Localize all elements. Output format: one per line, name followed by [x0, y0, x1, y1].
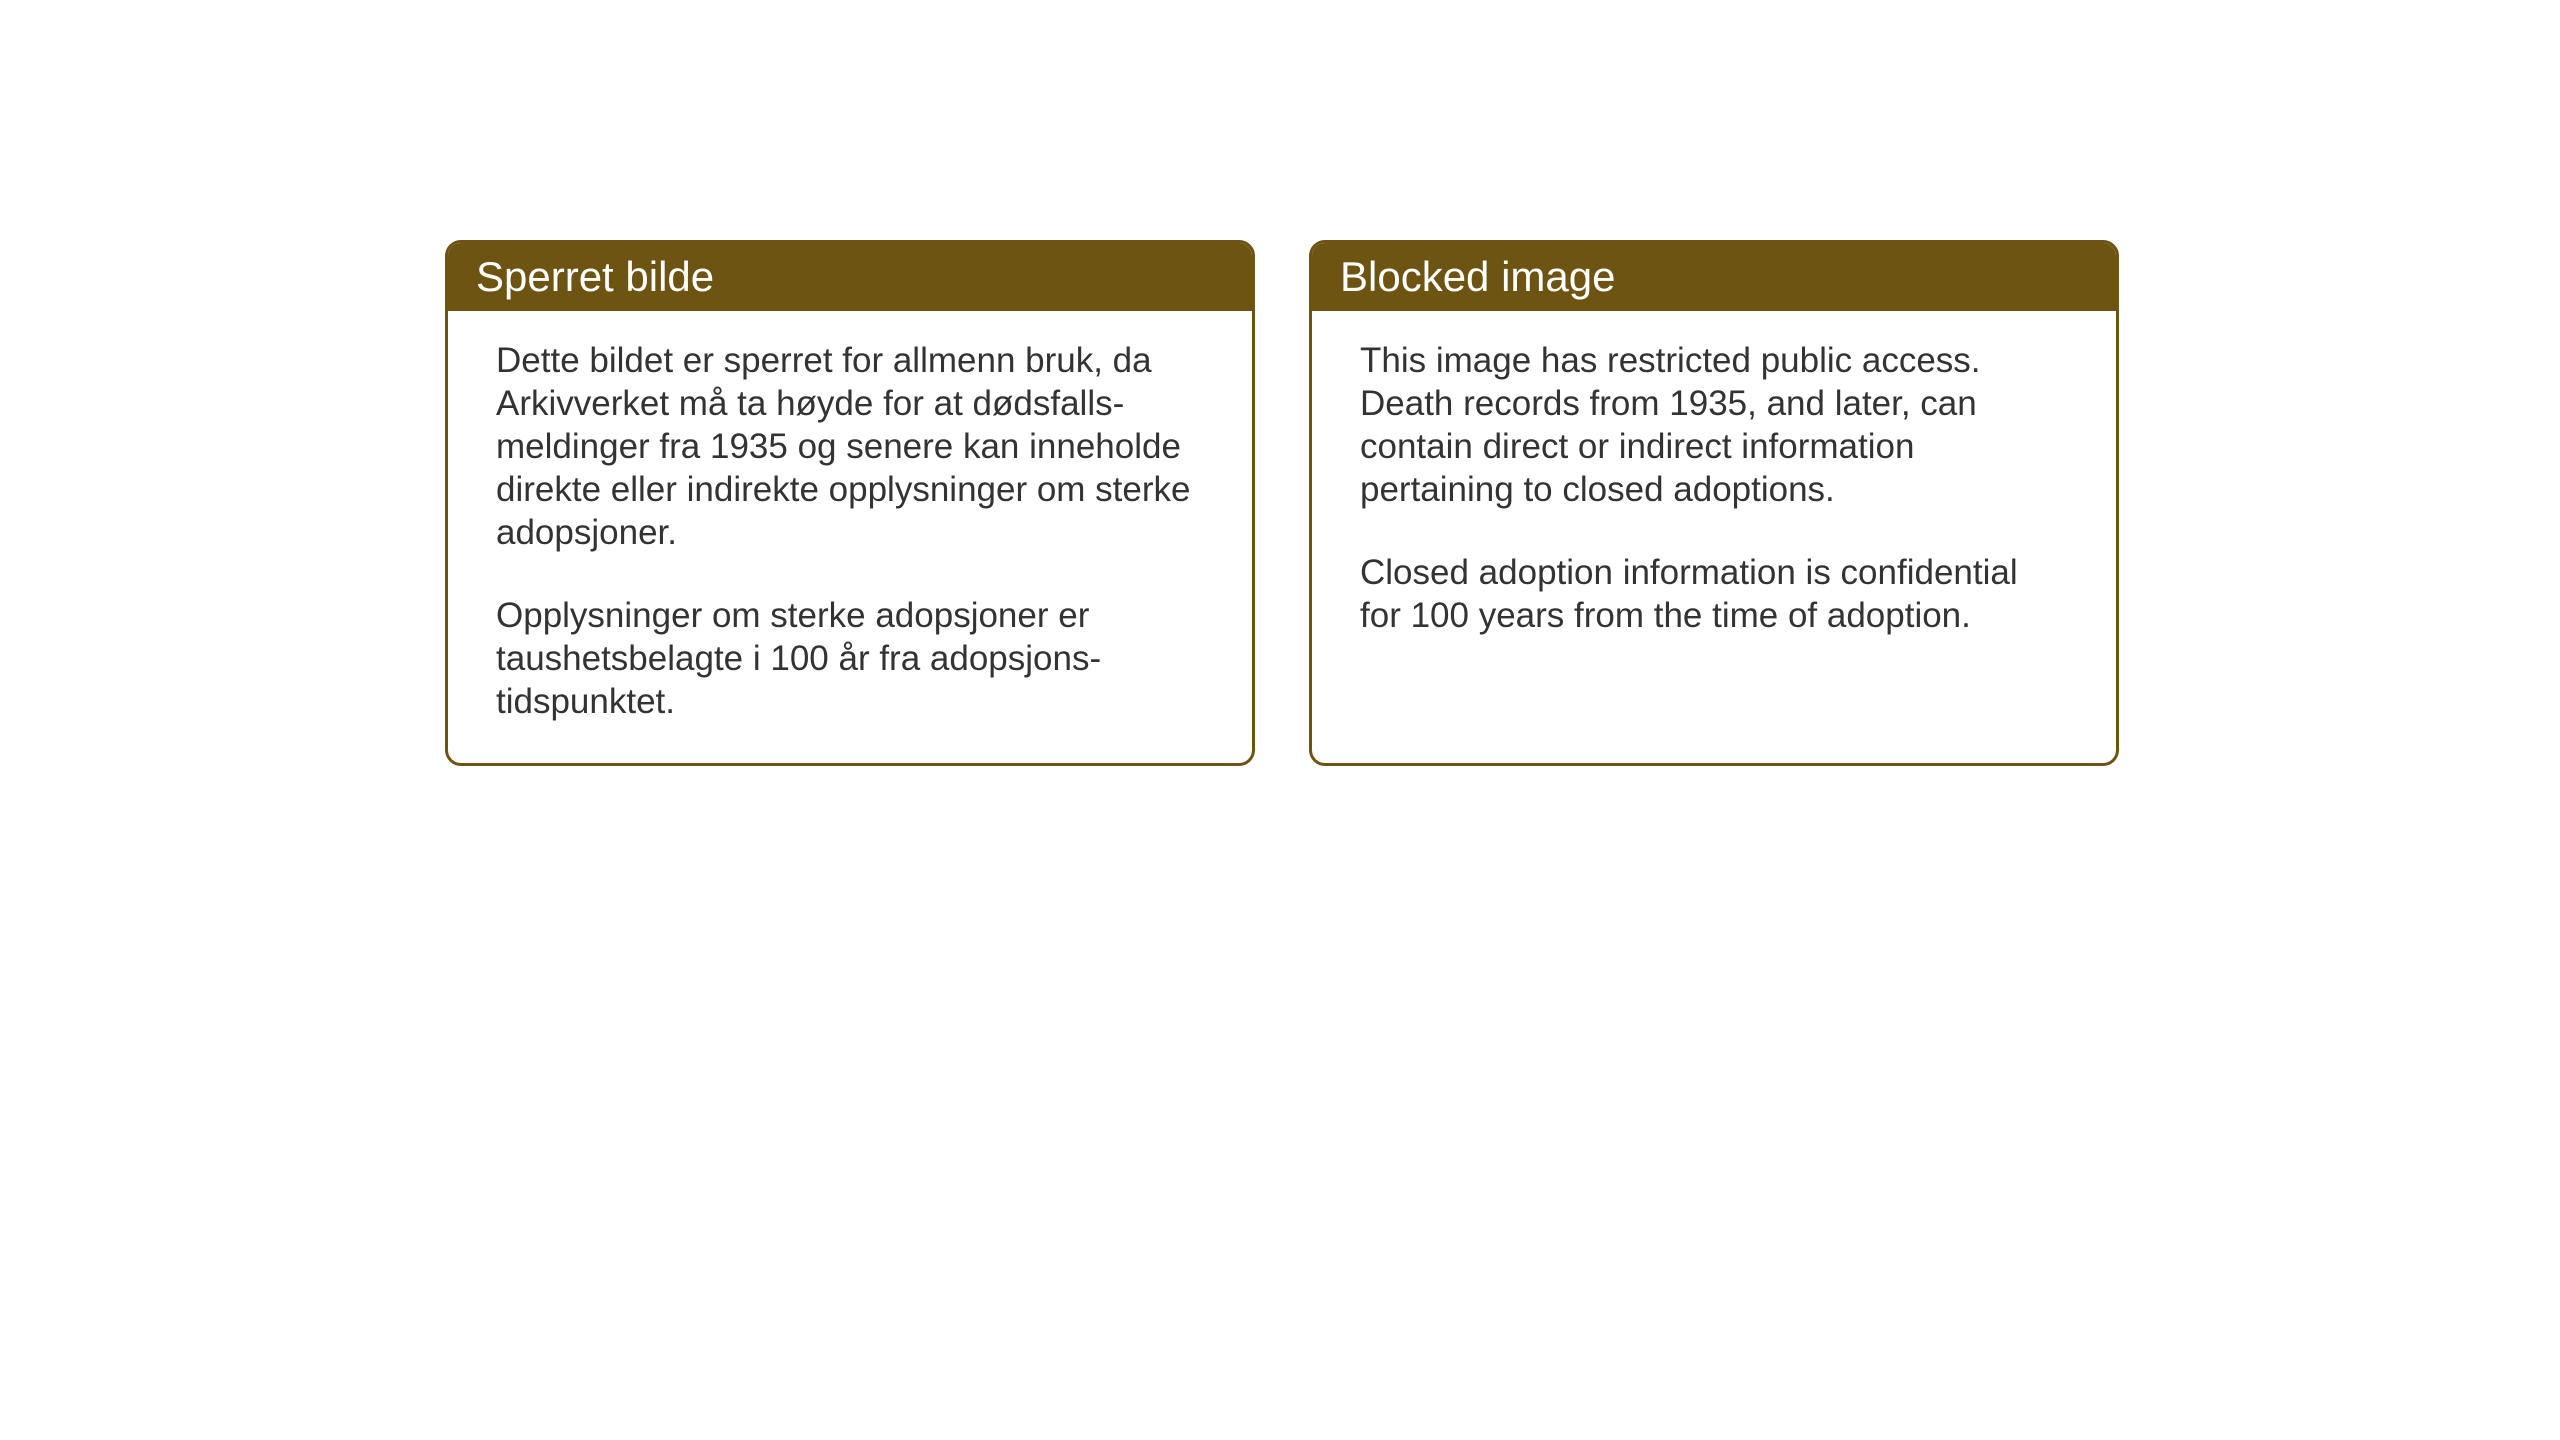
notice-card-norwegian: Sperret bilde Dette bildet er sperret fo…	[445, 240, 1255, 766]
notice-card-english: Blocked image This image has restricted …	[1309, 240, 2119, 766]
notice-body: This image has restricted public access.…	[1312, 311, 2116, 677]
notice-title: Blocked image	[1340, 253, 1615, 300]
notice-title: Sperret bilde	[476, 253, 714, 300]
notice-paragraph: Dette bildet er sperret for allmenn bruk…	[496, 339, 1204, 554]
notice-paragraph: Closed adoption information is confident…	[1360, 551, 2068, 637]
notice-body: Dette bildet er sperret for allmenn bruk…	[448, 311, 1252, 763]
notice-container: Sperret bilde Dette bildet er sperret fo…	[445, 240, 2119, 766]
notice-header: Blocked image	[1312, 243, 2116, 311]
notice-paragraph: Opplysninger om sterke adopsjoner er tau…	[496, 594, 1204, 723]
notice-header: Sperret bilde	[448, 243, 1252, 311]
notice-paragraph: This image has restricted public access.…	[1360, 339, 2068, 511]
